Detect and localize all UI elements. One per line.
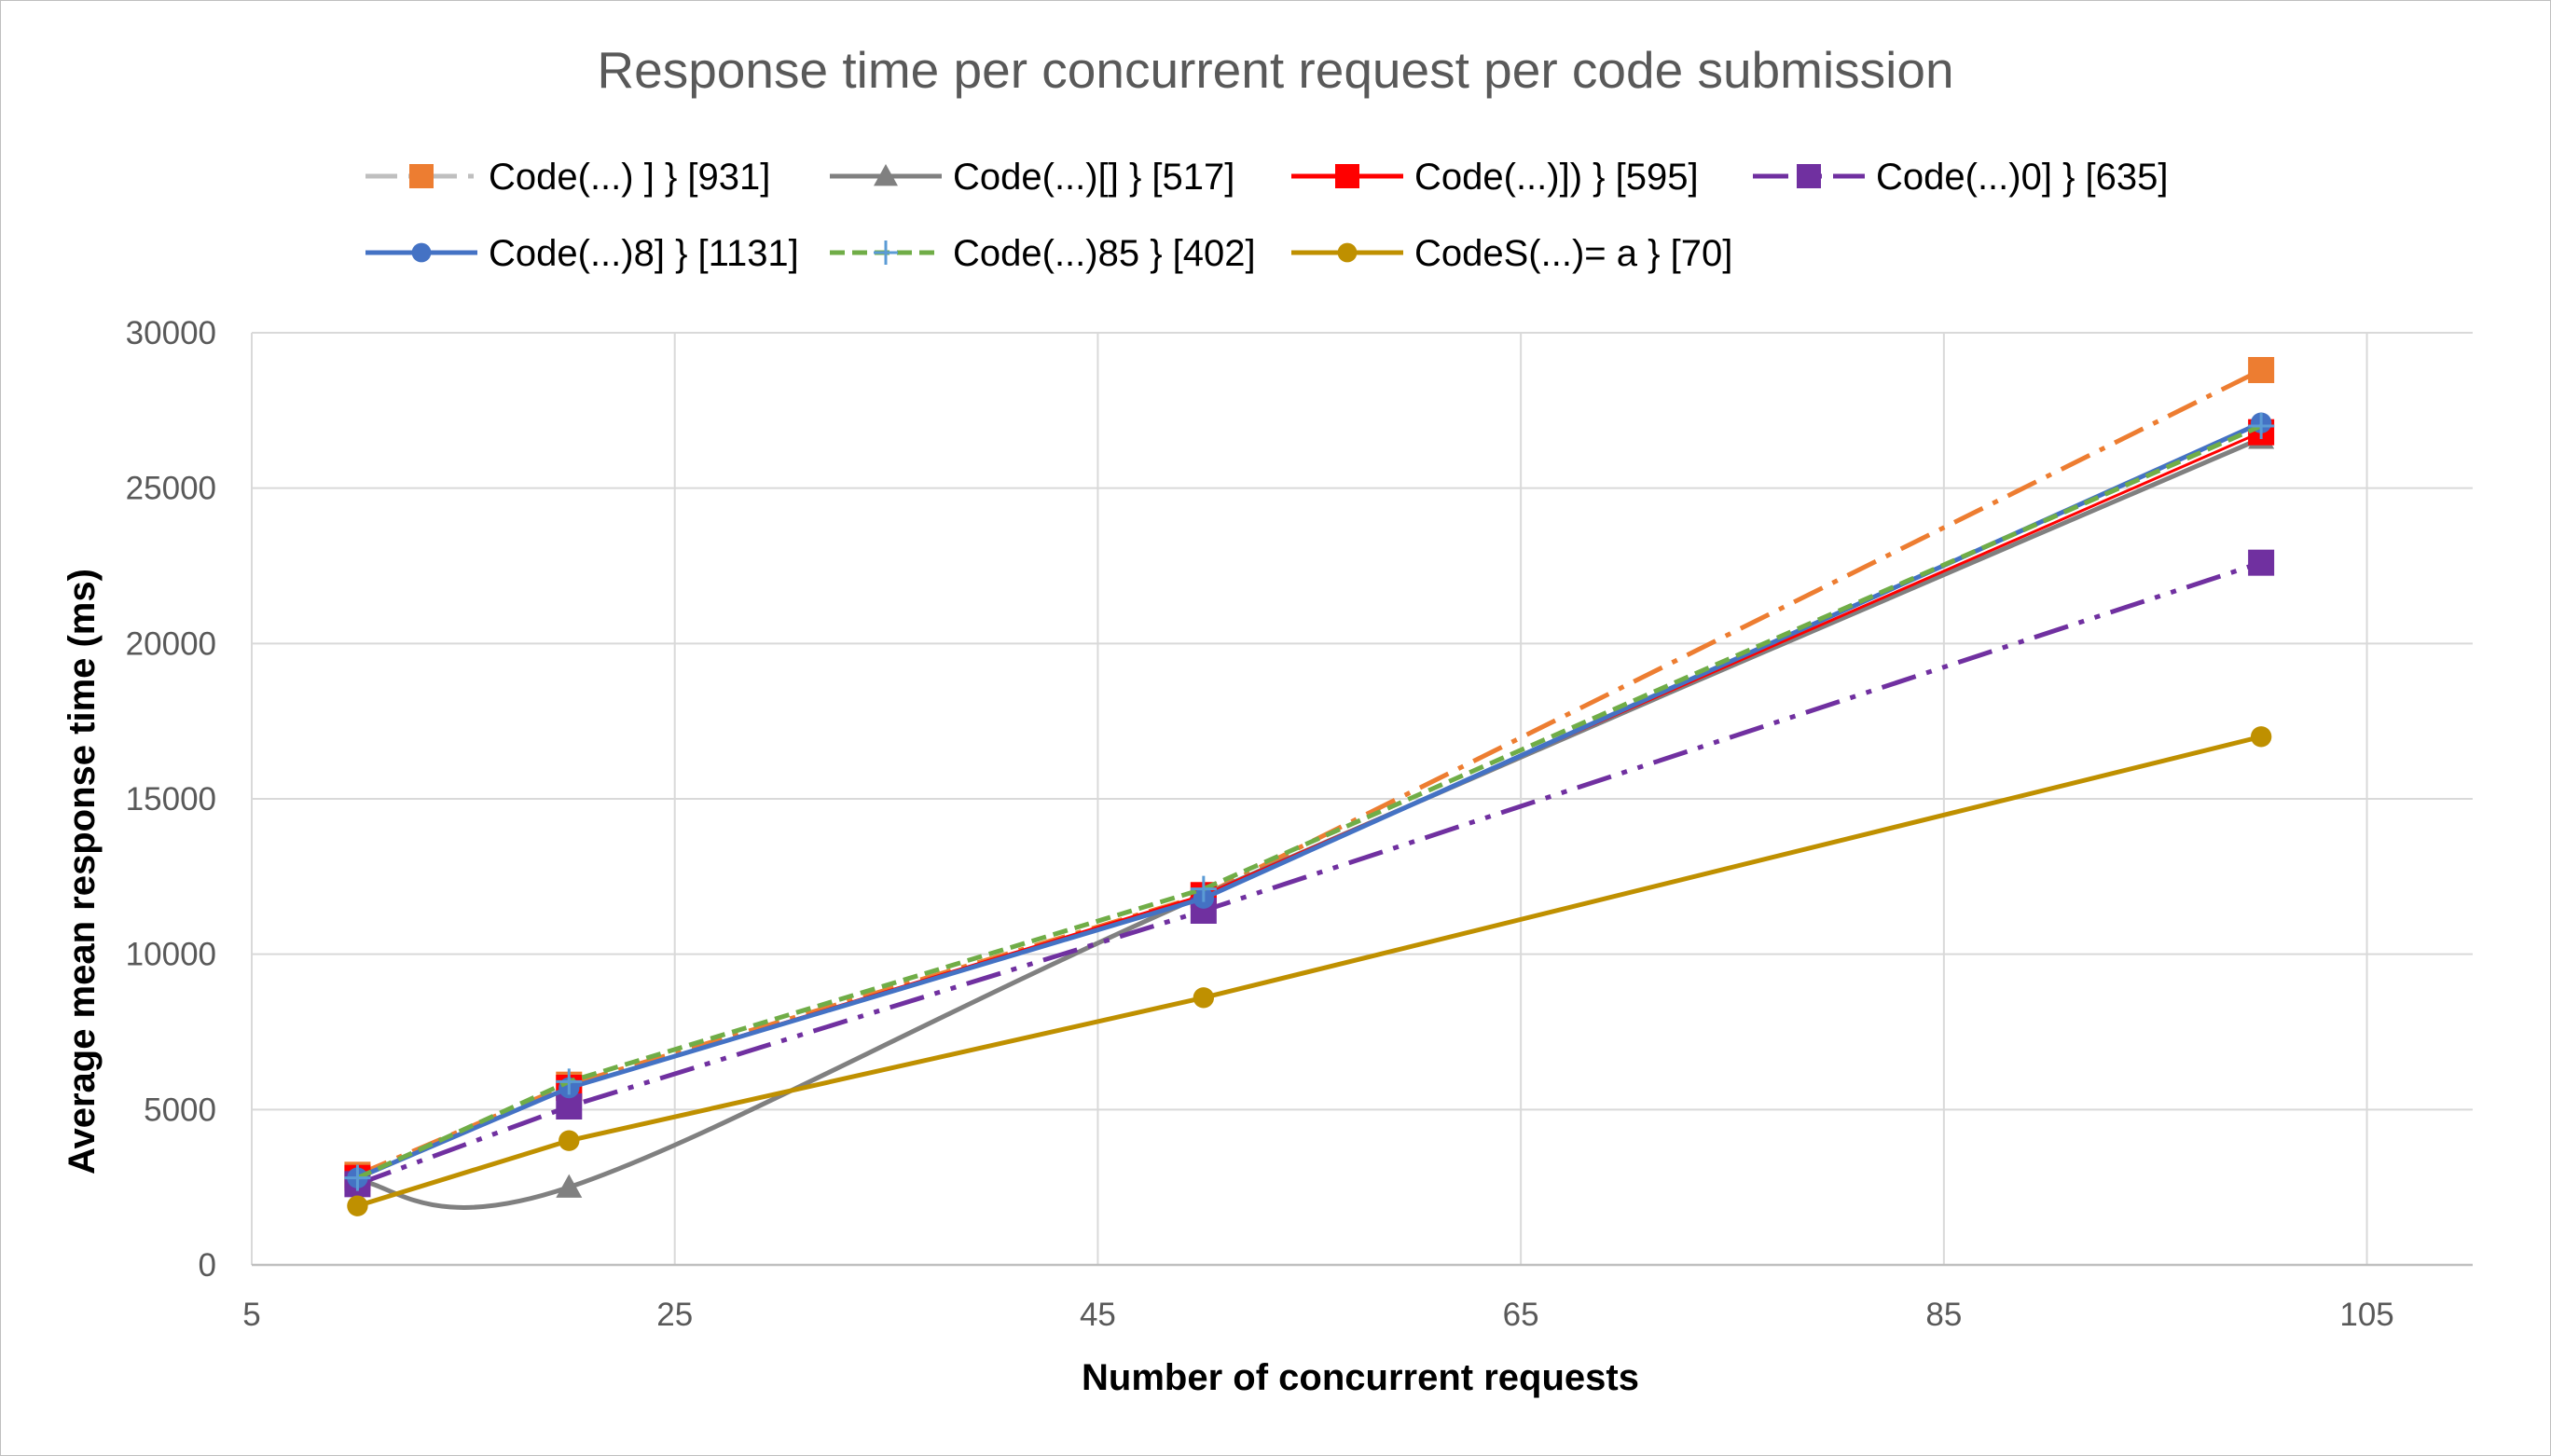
data-point bbox=[2248, 549, 2275, 576]
series-line bbox=[356, 560, 2262, 1187]
y-tick-label: 5000 bbox=[144, 1092, 216, 1128]
y-tick-label: 15000 bbox=[126, 781, 216, 817]
series-line bbox=[356, 423, 2263, 1180]
x-tick-label: 85 bbox=[1925, 1297, 1962, 1333]
series-line bbox=[357, 436, 2263, 1210]
series-3 bbox=[344, 549, 2275, 1198]
legend-item: Code(...)0] } [635] bbox=[1753, 157, 2169, 198]
legend-item: Code(...) ] } [931] bbox=[365, 157, 770, 198]
series-line bbox=[356, 420, 2263, 1180]
legend-item: Code(...)[] } [517] bbox=[830, 157, 1234, 198]
chart-title: Response time per concurrent request per… bbox=[597, 41, 1953, 99]
legend-item: Code(...)85 } [402] bbox=[830, 233, 1256, 274]
legend-label: Code(...)[] } [517] bbox=[953, 157, 1234, 198]
series-6 bbox=[347, 726, 2272, 1216]
legend: Code(...) ] } [931] Code(...)[] } [517] Co… bbox=[365, 157, 2169, 274]
data-point bbox=[2250, 726, 2272, 748]
data-point bbox=[344, 1164, 371, 1191]
data-point bbox=[556, 1068, 583, 1095]
legend-marker bbox=[1797, 164, 1821, 188]
legend-marker bbox=[1335, 164, 1359, 188]
data-point bbox=[558, 1130, 580, 1151]
legend-marker bbox=[409, 164, 434, 188]
legend-label: CodeS(...)= a } [70] bbox=[1414, 233, 1732, 274]
x-tick-label: 45 bbox=[1080, 1297, 1116, 1333]
axes: 0 5000 10000 15000 20000 25000 30000 5 25 45 65 85 1… bbox=[126, 315, 2473, 1333]
x-tick-label: 25 bbox=[656, 1297, 693, 1333]
y-axis-title: Average mean response time (ms) bbox=[62, 569, 103, 1174]
legend-label: Code(...)85 } [402] bbox=[953, 233, 1256, 274]
y-tick-label: 30000 bbox=[126, 315, 216, 351]
data-point bbox=[347, 1195, 368, 1216]
legend-item: Code(...)8] } [1131] bbox=[365, 233, 799, 274]
y-tick-label: 20000 bbox=[126, 625, 216, 662]
legend-label: Code(...)]) } [595] bbox=[1414, 157, 1699, 198]
y-tick-label: 10000 bbox=[126, 937, 216, 973]
data-point bbox=[556, 1174, 583, 1198]
legend-marker bbox=[874, 164, 898, 186]
x-tick-label: 65 bbox=[1503, 1297, 1539, 1333]
x-tick-label: 105 bbox=[2339, 1297, 2393, 1333]
legend-item: Code(...)]) } [595] bbox=[1291, 157, 1699, 198]
y-tick-label: 25000 bbox=[126, 471, 216, 507]
x-tick-label: 5 bbox=[242, 1297, 260, 1333]
legend-marker bbox=[1337, 242, 1358, 263]
series-line bbox=[356, 367, 2263, 1177]
data-point bbox=[1193, 987, 1215, 1009]
x-axis-title: Number of concurrent requests bbox=[1082, 1357, 1639, 1398]
y-tick-label: 0 bbox=[199, 1247, 216, 1284]
legend-label: Code(...)0] } [635] bbox=[1876, 157, 2169, 198]
series-line bbox=[356, 734, 2262, 1209]
legend-item: CodeS(...)= a } [70] bbox=[1291, 233, 1732, 274]
legend-marker bbox=[411, 242, 432, 263]
data-point bbox=[1190, 875, 1217, 902]
grid-lines bbox=[251, 332, 2473, 1266]
series-lines bbox=[344, 357, 2275, 1216]
legend-marker bbox=[874, 240, 898, 265]
series-5 bbox=[344, 413, 2275, 1191]
data-point bbox=[2248, 413, 2275, 439]
series-1 bbox=[344, 425, 2275, 1210]
legend-label: Code(...)8] } [1131] bbox=[489, 233, 799, 274]
series-4 bbox=[347, 412, 2272, 1188]
data-point bbox=[2248, 357, 2275, 383]
legend-label: Code(...) ] } [931] bbox=[489, 157, 770, 198]
